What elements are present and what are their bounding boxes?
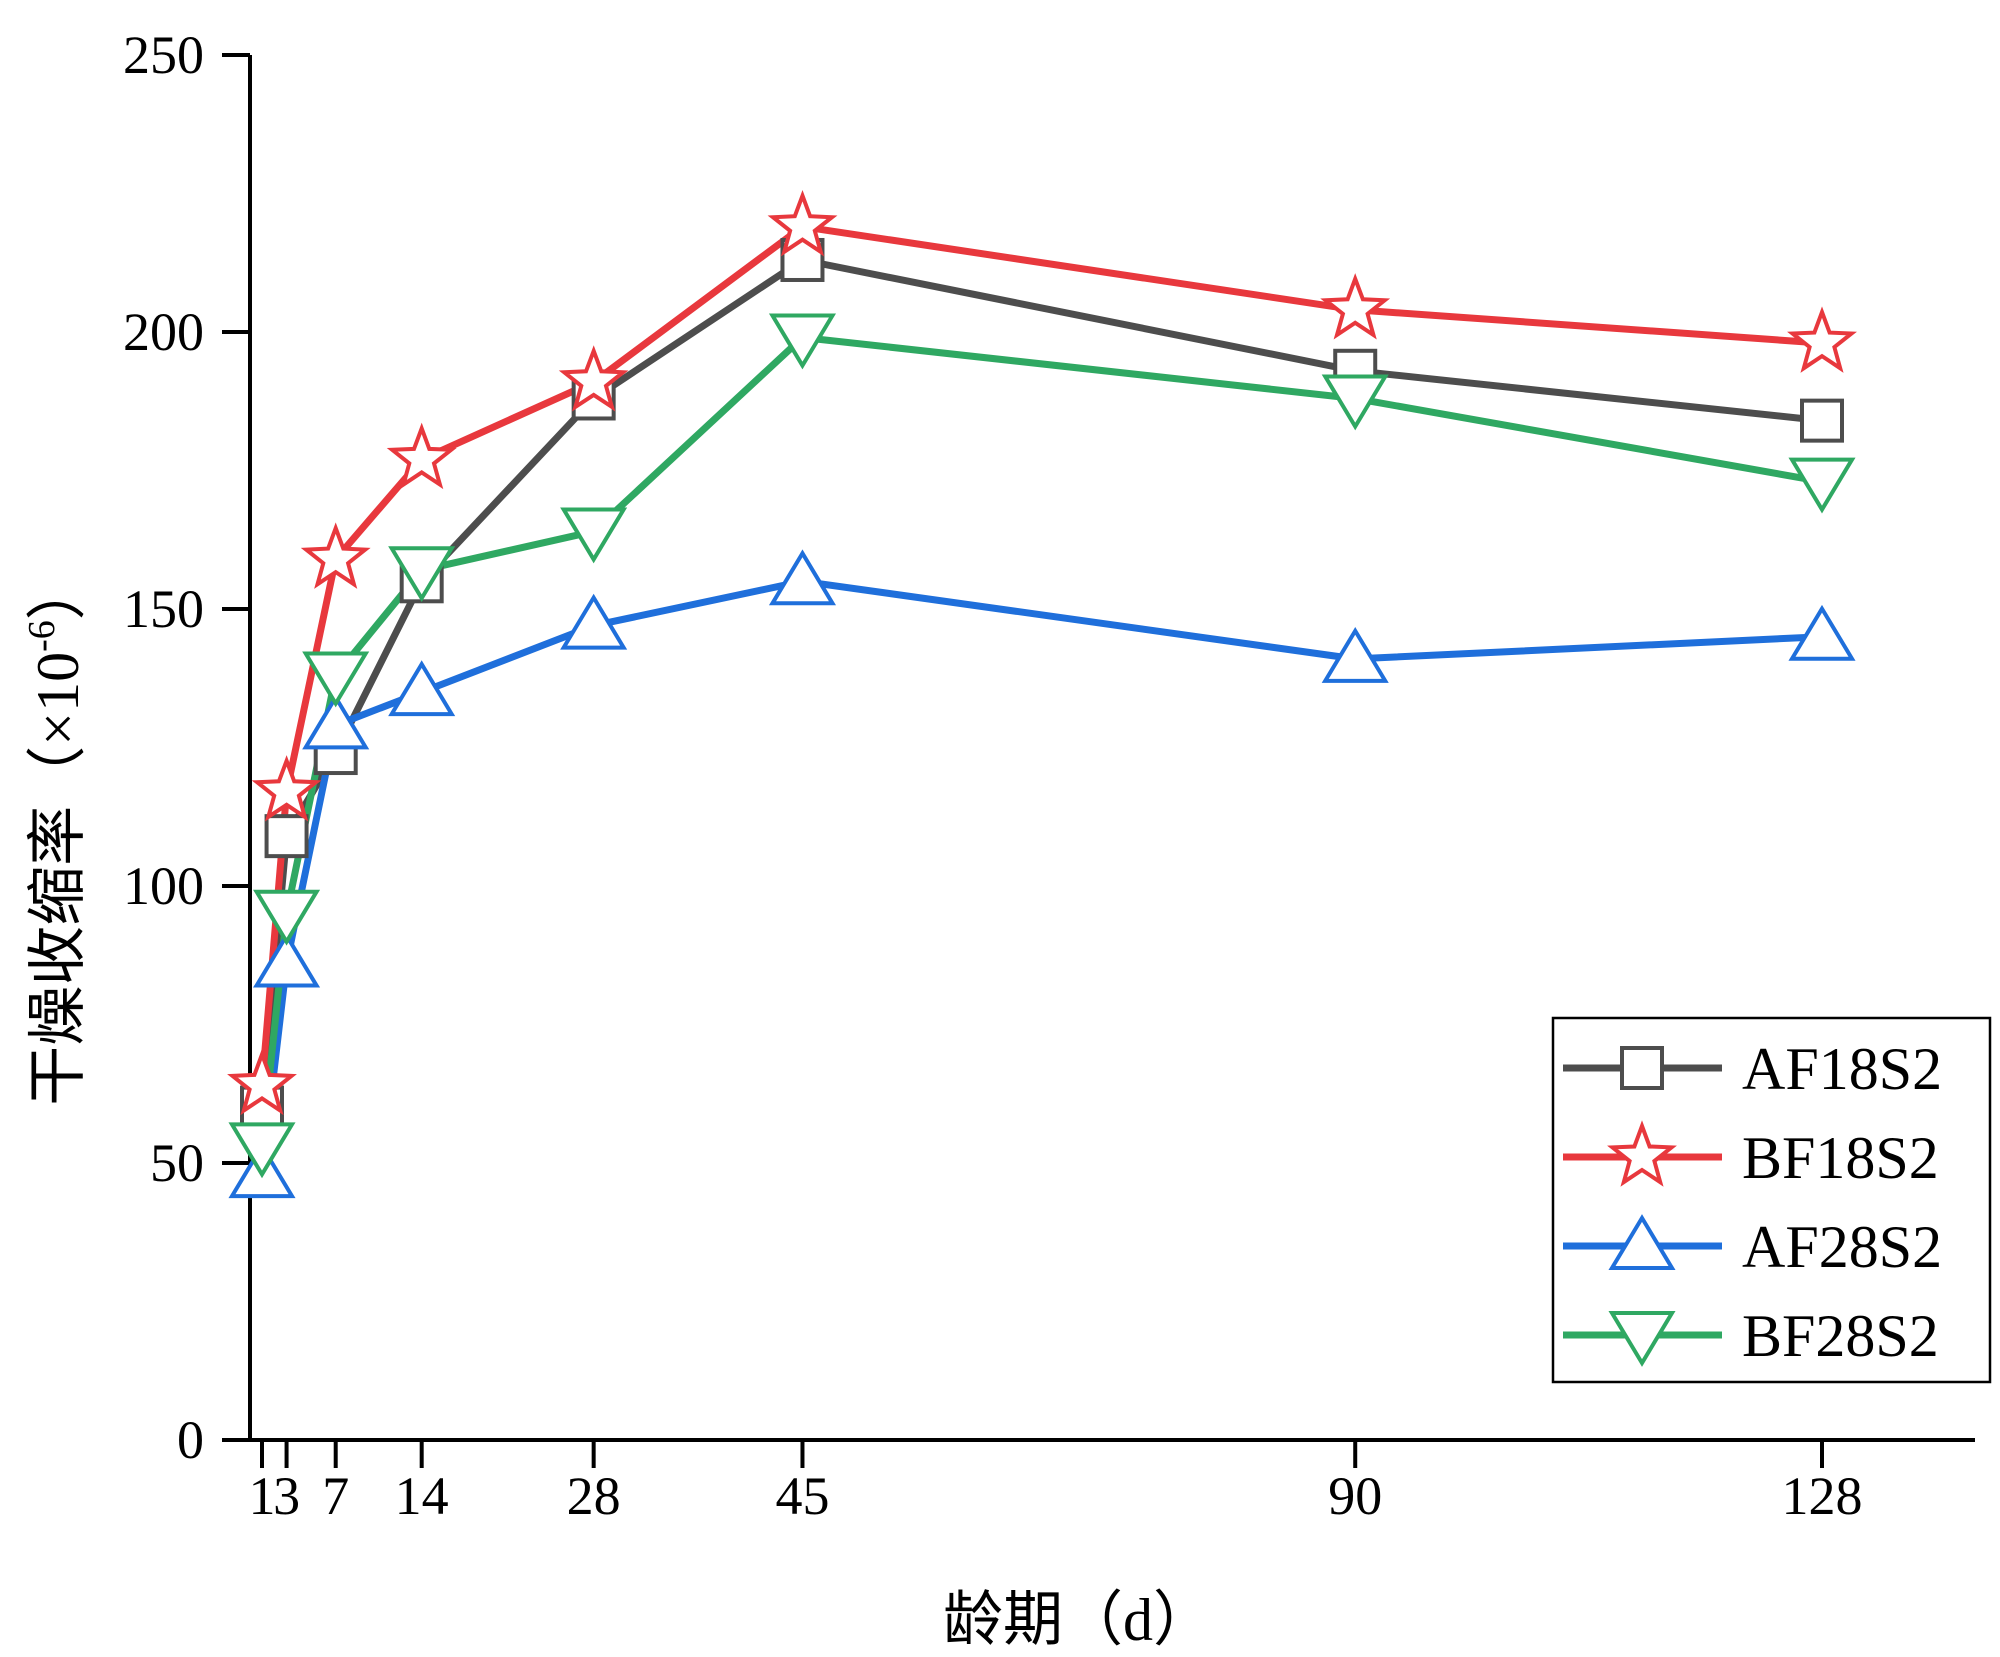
data-point-af18s2: [1800, 398, 1844, 443]
data-point-bf28s2: [1788, 457, 1856, 514]
legend-marker-bf18s2: [1607, 1120, 1677, 1187]
x-tick-label: 3: [273, 1466, 300, 1526]
data-point-af28s2: [302, 693, 370, 750]
legend: AF18S2 BF18S2 AF28S2 BF28S2: [1551, 1016, 1992, 1384]
y-tick-label: 50: [150, 1133, 204, 1193]
y-axis-title-main: 干燥收缩率（×10: [25, 652, 91, 1106]
x-tick-label: 90: [1328, 1466, 1382, 1526]
series-layer: [227, 189, 1857, 1199]
y-axis-title-exponent: -6: [21, 620, 63, 652]
x-tick-label: 128: [1782, 1466, 1863, 1526]
x-axis-title: 龄期（d）: [943, 1587, 1213, 1653]
data-point-bf28s2: [560, 507, 628, 564]
data-point-af28s2: [1788, 604, 1856, 661]
legend-item-af28s2: AF28S2: [1563, 1214, 1942, 1280]
data-point-af28s2: [388, 660, 456, 717]
series-markers-af18s2: [240, 237, 1844, 1130]
x-tick-label: 45: [775, 1466, 829, 1526]
axes: [248, 55, 1975, 1442]
y-axis-title: 干燥收缩率（×10-6）: [21, 560, 91, 1106]
data-point-bf18s2: [767, 189, 838, 257]
x-ticks: 13 7 14 28 45 90 128: [249, 1440, 1863, 1526]
data-point-bf28s2: [1321, 374, 1389, 431]
legend-marker-af28s2: [1608, 1214, 1676, 1270]
legend-label-bf28s2: BF28S2: [1742, 1303, 1939, 1369]
data-point-bf18s2: [386, 422, 457, 490]
data-point-bf28s2: [253, 889, 321, 946]
legend-marker-af18s2: [1620, 1046, 1664, 1090]
data-point-bf18s2: [227, 1048, 297, 1116]
data-point-bf28s2: [228, 1122, 296, 1179]
x-tick-label: 28: [567, 1466, 621, 1526]
y-tick-label: 150: [123, 579, 204, 639]
data-point-af18s2: [264, 814, 309, 859]
y-axis-title-close: ）: [25, 560, 91, 620]
series-markers-bf28s2: [228, 313, 1856, 1179]
legend-item-af18s2: AF18S2: [1563, 1036, 1942, 1102]
y-ticks: 0 50 100 150 200 250: [123, 25, 250, 1470]
series-markers: [227, 189, 1857, 1199]
data-point-bf18s2: [300, 522, 371, 589]
series-markers-bf18s2: [227, 189, 1857, 1116]
data-point-bf18s2: [558, 345, 629, 412]
x-tick-label: 7: [322, 1466, 349, 1526]
y-tick-label: 0: [177, 1410, 204, 1470]
data-point-bf28s2: [302, 651, 370, 708]
series-line-bf18s2: [258, 223, 1826, 1089]
x-tick-label: 1: [249, 1466, 276, 1526]
legend-label-bf18s2: BF18S2: [1742, 1125, 1939, 1191]
y-tick-label: 100: [123, 856, 204, 916]
legend-label-af18s2: AF18S2: [1742, 1036, 1942, 1102]
data-point-bf18s2: [251, 755, 322, 822]
data-point-af28s2: [253, 931, 321, 988]
legend-label-af28s2: AF28S2: [1742, 1214, 1942, 1280]
x-tick-label: 14: [395, 1466, 449, 1526]
data-point-af28s2: [560, 593, 628, 650]
data-point-af28s2: [1321, 626, 1389, 683]
legend-marker-bf28s2: [1608, 1311, 1676, 1367]
data-point-bf28s2: [768, 313, 837, 370]
y-tick-label: 250: [123, 25, 204, 85]
legend-item-bf28s2: BF28S2: [1563, 1303, 1939, 1369]
data-point-bf28s2: [388, 546, 456, 603]
data-point-bf18s2: [1787, 306, 1857, 373]
series-line-bf28s2: [258, 334, 1826, 1150]
data-point-af28s2: [768, 549, 837, 606]
y-tick-label: 200: [123, 302, 204, 362]
series-line-af18s2: [258, 256, 1826, 1112]
legend-item-bf18s2: BF18S2: [1563, 1120, 1939, 1191]
data-point-bf18s2: [1320, 273, 1391, 340]
